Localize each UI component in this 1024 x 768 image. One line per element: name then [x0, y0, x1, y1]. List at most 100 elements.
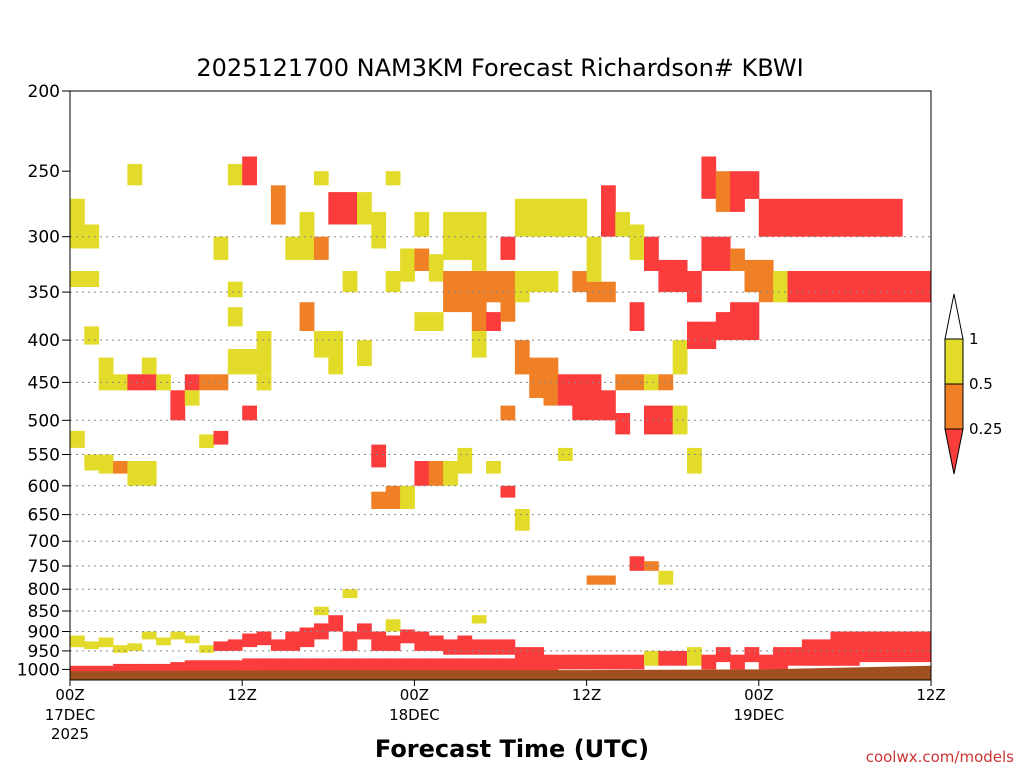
ri-cell	[701, 236, 717, 271]
ri-cell	[141, 461, 157, 486]
x-tick-label: 00Z	[744, 686, 773, 704]
ri-cell	[816, 271, 831, 303]
ri-cell	[529, 198, 544, 237]
ri-cell	[199, 434, 214, 448]
ri-cell	[443, 271, 458, 313]
ri-cell	[184, 390, 200, 406]
ri-cell	[170, 631, 186, 640]
ri-cell	[902, 631, 918, 663]
ri-cell	[127, 163, 143, 186]
ri-cell	[70, 430, 85, 448]
y-tick-label: 850	[28, 602, 60, 622]
ri-cell	[557, 654, 573, 670]
plot-frame	[69, 90, 932, 681]
ri-cell	[371, 211, 387, 249]
x-tick-label: 00Z	[400, 686, 429, 704]
ri-cell	[299, 302, 315, 331]
ri-cell	[443, 461, 458, 486]
ri-cell	[299, 211, 315, 260]
ri-cell	[342, 589, 358, 599]
ri-cell	[486, 271, 501, 303]
ri-cell	[242, 349, 257, 375]
ri-cell	[687, 447, 702, 474]
ri-cell	[572, 271, 588, 293]
ri-cell	[486, 639, 501, 655]
ri-cell	[758, 198, 774, 237]
ri-cell	[629, 374, 645, 391]
ri-cell	[313, 606, 329, 616]
x-tick-year: 2025	[51, 725, 89, 743]
ri-cell	[414, 631, 430, 651]
ri-cell	[457, 271, 473, 313]
ri-cell	[328, 192, 344, 225]
ri-cell	[328, 615, 344, 632]
ri-cell	[816, 198, 831, 237]
ri-cell	[586, 654, 602, 670]
ri-cell	[313, 331, 329, 358]
ri-cell	[500, 639, 516, 655]
ri-cell	[758, 654, 774, 670]
ri-cell	[557, 447, 573, 461]
ri-cell	[213, 430, 229, 445]
ri-cell	[572, 198, 588, 237]
ri-cell	[84, 271, 100, 287]
ri-cell	[414, 461, 430, 486]
ri-cell	[242, 156, 257, 186]
ri-cell	[213, 236, 229, 260]
ri-cell	[557, 198, 573, 237]
ri-cell	[701, 321, 717, 349]
ri-cell	[830, 631, 846, 666]
y-tick-label: 800	[28, 580, 60, 600]
ri-cell	[127, 643, 143, 651]
ri-cell	[601, 390, 616, 421]
ri-cell	[572, 654, 588, 670]
ri-cell	[514, 271, 530, 303]
ri-cell	[270, 639, 286, 651]
ri-cell	[227, 349, 243, 375]
y-tick-label: 700	[28, 532, 60, 552]
ri-cell	[715, 171, 731, 212]
ri-cell	[443, 211, 458, 260]
ri-cell	[285, 631, 301, 651]
y-tick-label: 400	[28, 331, 60, 351]
ri-cell	[744, 259, 760, 293]
ri-cell	[227, 639, 243, 651]
ri-cell	[859, 631, 875, 663]
y-tick-label: 1000	[17, 660, 60, 680]
ri-cell	[557, 374, 573, 406]
ri-cell	[773, 647, 788, 670]
ri-cell	[701, 156, 717, 199]
ri-cell	[357, 340, 372, 367]
ri-cell	[342, 631, 358, 651]
ri-cell	[844, 631, 860, 666]
ri-cell	[371, 491, 387, 509]
ri-cell	[299, 627, 315, 648]
ri-cell	[873, 631, 889, 663]
ri-cell	[601, 185, 616, 237]
ri-cell	[658, 570, 674, 585]
ri-cell	[486, 312, 501, 331]
ri-cell	[471, 211, 487, 271]
credit-link[interactable]: coolwx.com/models	[866, 748, 1014, 766]
ri-cell	[658, 259, 674, 293]
ri-cell	[715, 236, 731, 271]
ri-cell	[543, 198, 559, 237]
ri-cell	[586, 236, 602, 282]
legend-swatch-orange	[944, 383, 964, 430]
ri-cell	[644, 561, 659, 571]
ri-cell	[543, 271, 559, 293]
y-tick-label: 900	[28, 623, 60, 643]
ri-cell	[629, 654, 645, 670]
ri-cell	[744, 647, 760, 663]
ri-cell	[428, 461, 444, 486]
ri-cell	[227, 163, 243, 186]
ri-cell	[428, 312, 444, 331]
ri-cell	[457, 635, 473, 655]
ri-cell	[586, 575, 602, 585]
ri-cell	[730, 248, 745, 271]
y-tick-label: 300	[28, 228, 60, 248]
ri-cell	[400, 248, 415, 282]
ri-cell	[629, 556, 645, 571]
ri-cell	[615, 413, 631, 435]
